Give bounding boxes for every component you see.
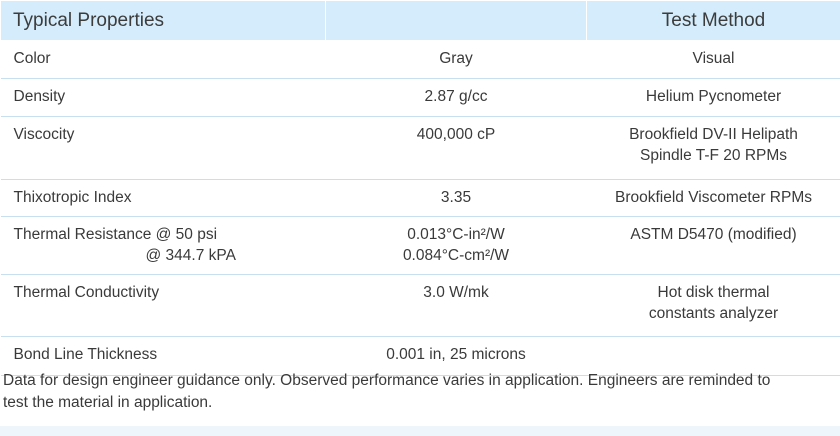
method-line: Spindle T-F 20 RPMs	[639, 147, 788, 164]
method-line: constants analyzer	[648, 305, 779, 322]
table-header: Typical Properties Test Method	[0, 0, 840, 41]
value-cell: Gray	[325, 40, 587, 79]
value-cell: 0.001 in, 25 microns	[325, 336, 587, 376]
header-typical-properties: Typical Properties	[0, 0, 326, 41]
method-line: Brookfield DV-II Helipath	[629, 126, 798, 143]
table-row: Bond Line Thickness 0.001 in, 25 microns	[0, 336, 840, 376]
property-cell: Viscocity	[0, 116, 326, 180]
note-line: Data for design engineer guidance only. …	[3, 372, 771, 389]
property-cell: Thermal Conductivity	[0, 274, 326, 337]
table-row: Viscocity 400,000 cP Brookfield DV-II He…	[0, 116, 840, 180]
method-cell: Brookfield Viscometer RPMs	[586, 179, 840, 217]
table-row: Thixotropic Index 3.35 Brookfield Viscom…	[0, 179, 840, 217]
method-cell: Brookfield DV-II Helipath Spindle T-F 20…	[586, 116, 840, 180]
value-cell: 400,000 cP	[325, 116, 587, 180]
property-line: Thermal Resistance @ 50 psi	[13, 226, 218, 243]
table-row: Color Gray Visual	[0, 40, 840, 79]
properties-table: Typical Properties Test Method Color Gra…	[0, 0, 840, 376]
value-cell: 3.0 W/mk	[325, 274, 587, 337]
method-cell: ASTM D5470 (modified)	[586, 216, 840, 275]
table-row: Density 2.87 g/cc Helium Pycnometer	[0, 78, 840, 117]
property-cell: Color	[0, 40, 326, 79]
method-cell	[586, 336, 840, 376]
method-line: Hot disk thermal	[657, 284, 770, 301]
value-cell: 0.013°C-in²/W 0.084°C-cm²/W	[325, 216, 587, 275]
table-row: Thermal Resistance @ 50 psi @ 344.7 kPA …	[0, 216, 840, 275]
property-cell: Density	[0, 78, 326, 117]
table-body: Color Gray Visual Density 2.87 g/cc Heli…	[0, 40, 840, 376]
table-row: Thermal Conductivity 3.0 W/mk Hot disk t…	[0, 274, 840, 337]
property-cell: Bond Line Thickness	[0, 336, 326, 376]
header-value	[325, 0, 587, 41]
value-line: 0.084°C-cm²/W	[402, 247, 510, 264]
note-line: test the material in application.	[3, 394, 213, 411]
method-cell: Hot disk thermal constants analyzer	[586, 274, 840, 337]
header-test-method: Test Method	[586, 0, 840, 41]
guidance-note: Data for design engineer guidance only. …	[3, 370, 833, 414]
property-cell: Thermal Resistance @ 50 psi @ 344.7 kPA	[0, 216, 326, 275]
property-cell: Thixotropic Index	[0, 179, 326, 217]
value-cell: 3.35	[325, 179, 587, 217]
method-cell: Helium Pycnometer	[586, 78, 840, 117]
bottom-band	[0, 426, 840, 436]
value-cell: 2.87 g/cc	[325, 78, 587, 117]
header-row: Typical Properties Test Method	[0, 0, 840, 41]
value-line: 0.013°C-in²/W	[407, 226, 505, 243]
method-cell: Visual	[586, 40, 840, 79]
property-line: @ 344.7 kPA	[145, 247, 236, 264]
